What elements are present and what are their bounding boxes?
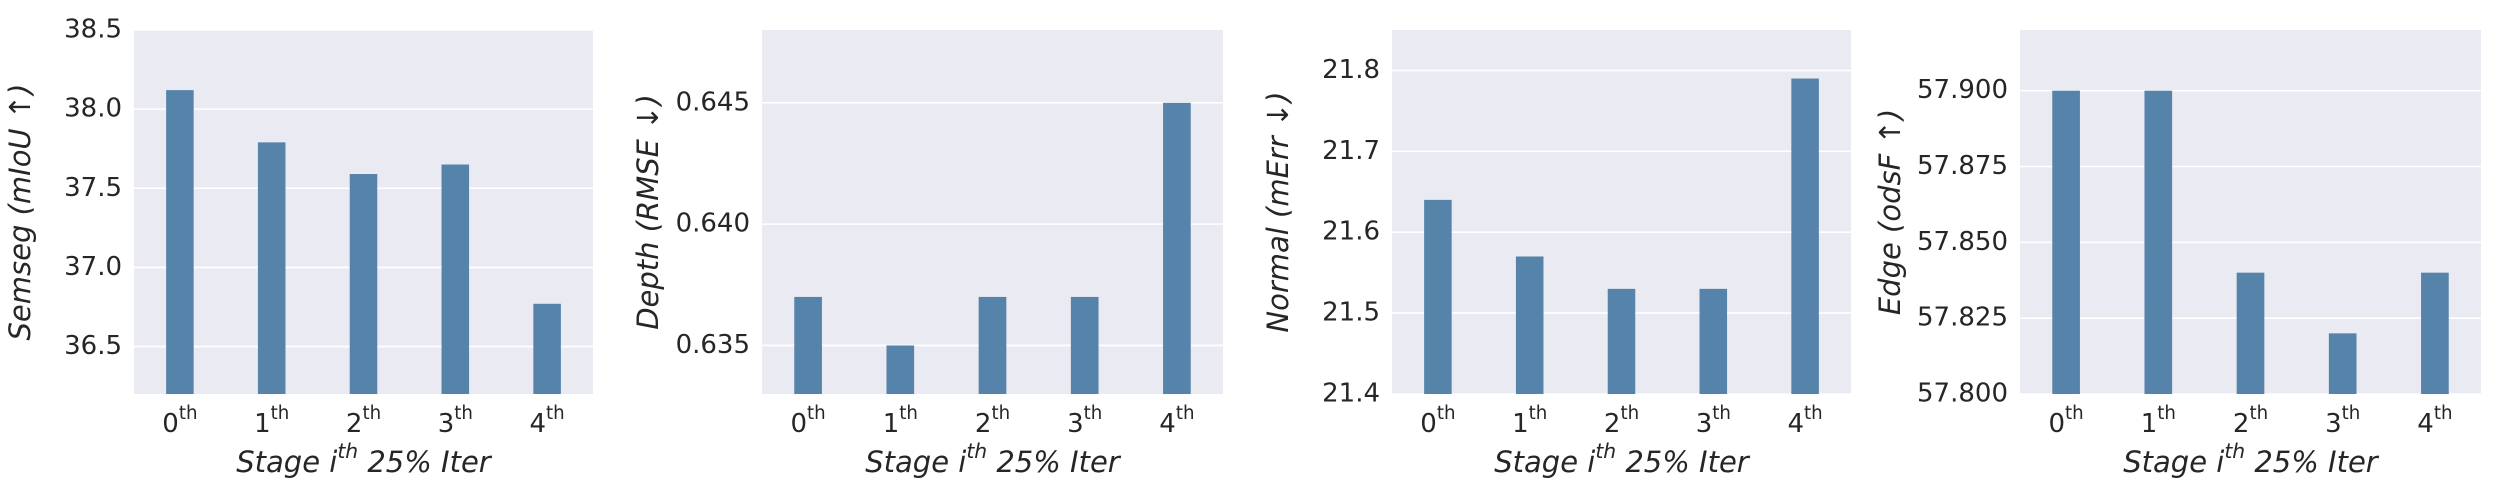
- bar: [533, 303, 561, 394]
- x-tick-label: 0th: [1420, 403, 1455, 439]
- y-tick-label: 37.5: [64, 173, 122, 203]
- y-tick-label: 0.635: [676, 330, 750, 360]
- y-tick-label: 38.0: [64, 94, 122, 124]
- x-tick-label: 0th: [790, 403, 825, 439]
- y-tick-label: 57.825: [1917, 303, 2008, 333]
- y-axis-label: Depth (RMSE ↓): [631, 94, 665, 330]
- x-tick-label: 0th: [2048, 403, 2083, 439]
- bar: [1424, 199, 1452, 394]
- bar: [1515, 256, 1544, 394]
- bar: [2144, 90, 2173, 395]
- y-tick-label: 57.875: [1917, 151, 2008, 181]
- y-tick-label: 21.7: [1322, 136, 1380, 166]
- x-tick-label: 1th: [2141, 403, 2176, 439]
- y-tick-label: 38.5: [64, 15, 122, 45]
- y-tick-label: 21.8: [1322, 55, 1380, 85]
- bar: [2421, 272, 2449, 394]
- bar: [166, 90, 194, 394]
- x-tick-label: 4th: [1159, 403, 1194, 439]
- x-tick-label: 2th: [2233, 403, 2268, 439]
- x-axis-label: Stage ith 25% Iter: [236, 439, 493, 480]
- bar: [441, 164, 470, 394]
- x-tick-label: 4th: [2417, 403, 2452, 439]
- x-tick-label: 1th: [254, 403, 289, 439]
- bar: [978, 296, 1007, 394]
- x-tick-label: 4th: [529, 403, 564, 439]
- x-tick-label: 2th: [346, 403, 381, 439]
- x-tick-label: 3th: [1067, 403, 1102, 439]
- x-tick-label: 1th: [883, 403, 918, 439]
- bar: [1607, 288, 1636, 394]
- y-tick-label: 36.5: [64, 331, 122, 361]
- y-tick-label: 0.645: [676, 87, 750, 117]
- x-axis-label: Stage ith 25% Iter: [2123, 439, 2380, 480]
- x-tick-label: 3th: [438, 403, 473, 439]
- bar: [1070, 296, 1099, 394]
- bar: [257, 142, 286, 394]
- bar: [2052, 90, 2080, 395]
- x-tick-label: 3th: [1696, 403, 1731, 439]
- bar: [1791, 78, 1819, 395]
- y-tick-label: 0.640: [676, 209, 750, 239]
- bar: [1699, 288, 1728, 394]
- bar: [1163, 102, 1191, 395]
- y-tick-label: 57.850: [1917, 227, 2008, 257]
- bar: [2236, 272, 2265, 394]
- x-axis-label: Stage ith 25% Iter: [865, 439, 1122, 480]
- y-tick-label: 37.0: [64, 252, 122, 282]
- x-tick-label: 3th: [2325, 403, 2360, 439]
- y-tick-label: 57.800: [1917, 379, 2008, 409]
- bar: [794, 296, 822, 394]
- bar: [886, 345, 915, 394]
- bar: [349, 174, 378, 394]
- x-tick-label: 2th: [1604, 403, 1639, 439]
- y-tick-label: 57.900: [1917, 75, 2008, 105]
- y-tick-label: 21.6: [1322, 217, 1380, 247]
- y-axis-label: Edge (odsF ↑): [1873, 109, 1907, 315]
- x-tick-label: 2th: [975, 403, 1010, 439]
- x-tick-label: 0th: [162, 403, 197, 439]
- y-tick-label: 21.5: [1322, 298, 1380, 328]
- y-axis-label: Normal (mErr ↓): [1261, 91, 1295, 332]
- x-axis-label: Stage ith 25% Iter: [1494, 439, 1751, 480]
- y-tick-label: 21.4: [1322, 379, 1380, 409]
- x-tick-label: 4th: [1787, 403, 1822, 439]
- y-axis-label: Semseg (mIoU ↑): [3, 84, 37, 341]
- x-tick-label: 1th: [1512, 403, 1547, 439]
- bar: [2328, 333, 2357, 394]
